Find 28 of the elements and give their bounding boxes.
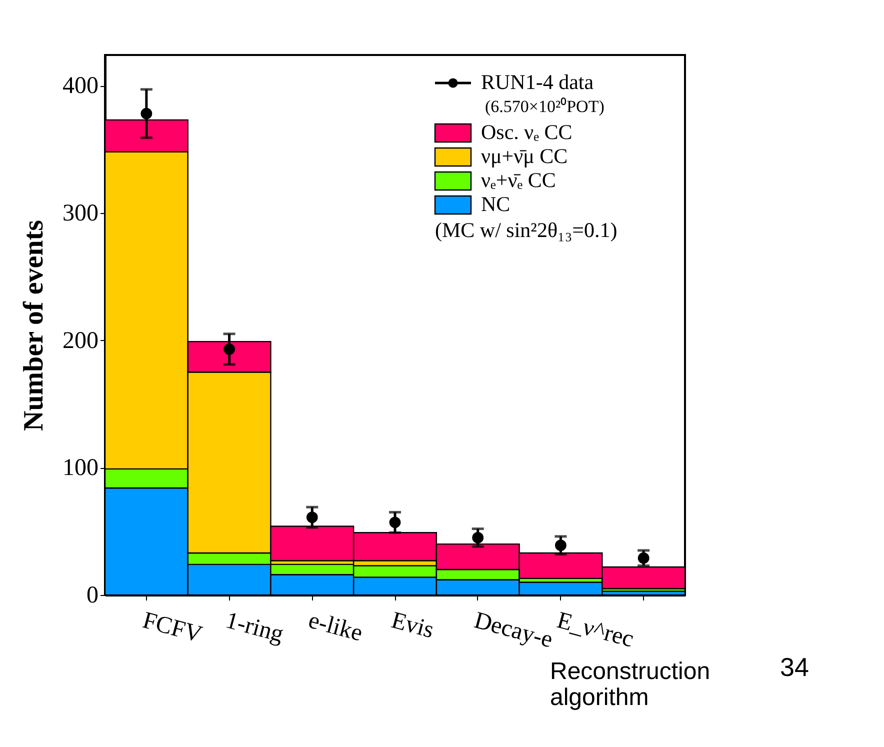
legend-label: νₑ+ν̄ₑ CC <box>481 168 556 192</box>
y-tick-label: 400 <box>62 73 98 100</box>
x-tick-label: 1-ring <box>222 608 286 648</box>
y-tick-label: 300 <box>62 200 98 226</box>
legend-label: νμ+ν̄μ CC <box>481 144 568 168</box>
x-tick-label: FCFV <box>140 608 206 648</box>
y-tick-label: 200 <box>62 328 98 354</box>
annotation: (MC w/ sin²2θ₁₃=0.1) <box>435 218 618 242</box>
y-tick-label: 100 <box>62 455 98 482</box>
y-axis-title: Number of events <box>18 220 50 432</box>
point <box>389 516 401 528</box>
text: 34 <box>780 652 809 682</box>
x-tick-label: Evis <box>388 608 436 644</box>
legend-label: Osc. νₑ CC <box>481 120 572 144</box>
legend-label: NC <box>481 192 510 216</box>
point <box>224 344 235 355</box>
point <box>555 540 566 552</box>
x-tick-label: Decay-e <box>471 608 556 654</box>
y-tick-label: 0 <box>86 582 98 608</box>
point <box>472 532 484 544</box>
text: Reconstruction algorithm <box>550 658 710 711</box>
point <box>140 108 152 120</box>
x-tick-label: e-like <box>306 608 366 647</box>
point <box>306 512 318 523</box>
annotation: (6.570×10²⁰POT) <box>485 97 604 116</box>
x-tick-label: E_ν^rec <box>554 608 636 653</box>
legend-label: RUN1-4 data <box>481 70 594 94</box>
point <box>638 552 650 564</box>
